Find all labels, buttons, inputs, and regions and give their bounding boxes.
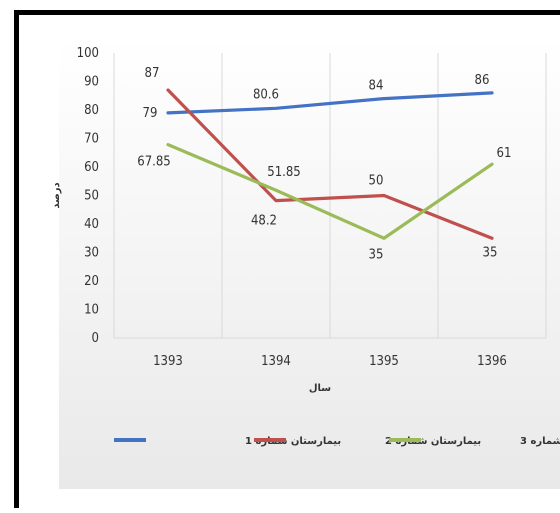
legend: بیمارستان شماره 1 بیمارستان شماره 2 بیمارس… (114, 436, 560, 447)
y-tick-label: 60 (84, 160, 99, 175)
x-axis-title: سال (309, 383, 331, 394)
chart-area (59, 37, 560, 489)
data-label: 35 (483, 245, 498, 260)
gridlines (113, 53, 547, 339)
data-label: 87 (145, 66, 160, 81)
legend-label: بیمارستان شماره 1 (245, 436, 341, 447)
data-label: 51.85 (267, 165, 300, 180)
series-lines (166, 88, 494, 240)
data-label: 86 (475, 73, 490, 88)
legend-label: بیمارستان شماره 3 (520, 436, 560, 447)
data-label: 50 (369, 174, 384, 189)
legend-label: بیمارستان شماره 2 (385, 436, 481, 447)
y-tick-label: 100 (77, 46, 99, 61)
x-tick-label: 1393 (153, 354, 183, 369)
y-tick-label: 50 (84, 189, 99, 204)
chart-frame: 0 10 20 30 40 50 60 70 80 90 100 1393 1394 1395 1396 … (14, 10, 560, 508)
y-tick-label: 10 (84, 303, 99, 318)
y-tick-label: 90 (84, 75, 99, 90)
y-tick-label: 70 (84, 132, 99, 147)
series-line (166, 88, 494, 240)
series-line (166, 143, 494, 240)
y-tick-label: 20 (84, 274, 99, 289)
y-tick-label: 40 (84, 217, 99, 232)
data-label: 67.85 (137, 155, 170, 170)
x-tick-label: 1394 (261, 354, 291, 369)
data-label: 35 (369, 247, 384, 262)
data-label: 48.2 (251, 214, 277, 229)
y-tick-label: 0 (92, 331, 99, 346)
x-tick-label: 1396 (477, 354, 507, 369)
data-label: 61 (497, 146, 512, 161)
data-label: 84 (369, 79, 384, 94)
data-labels: 79 80.6 84 86 87 48.2 50 35 67.85 51.85 35 61 (137, 66, 511, 262)
data-label: 79 (143, 106, 158, 121)
data-label: 80.6 (253, 87, 279, 102)
y-tick-label: 80 (84, 103, 99, 118)
x-tick-label: 1395 (369, 354, 399, 369)
series-line (166, 91, 494, 115)
y-axis-title: درصد (51, 182, 62, 208)
y-tick-label: 30 (84, 246, 99, 261)
x-axis-ticks: 1393 1394 1395 1396 (153, 354, 507, 369)
y-axis-ticks: 0 10 20 30 40 50 60 70 80 90 100 (77, 46, 99, 346)
